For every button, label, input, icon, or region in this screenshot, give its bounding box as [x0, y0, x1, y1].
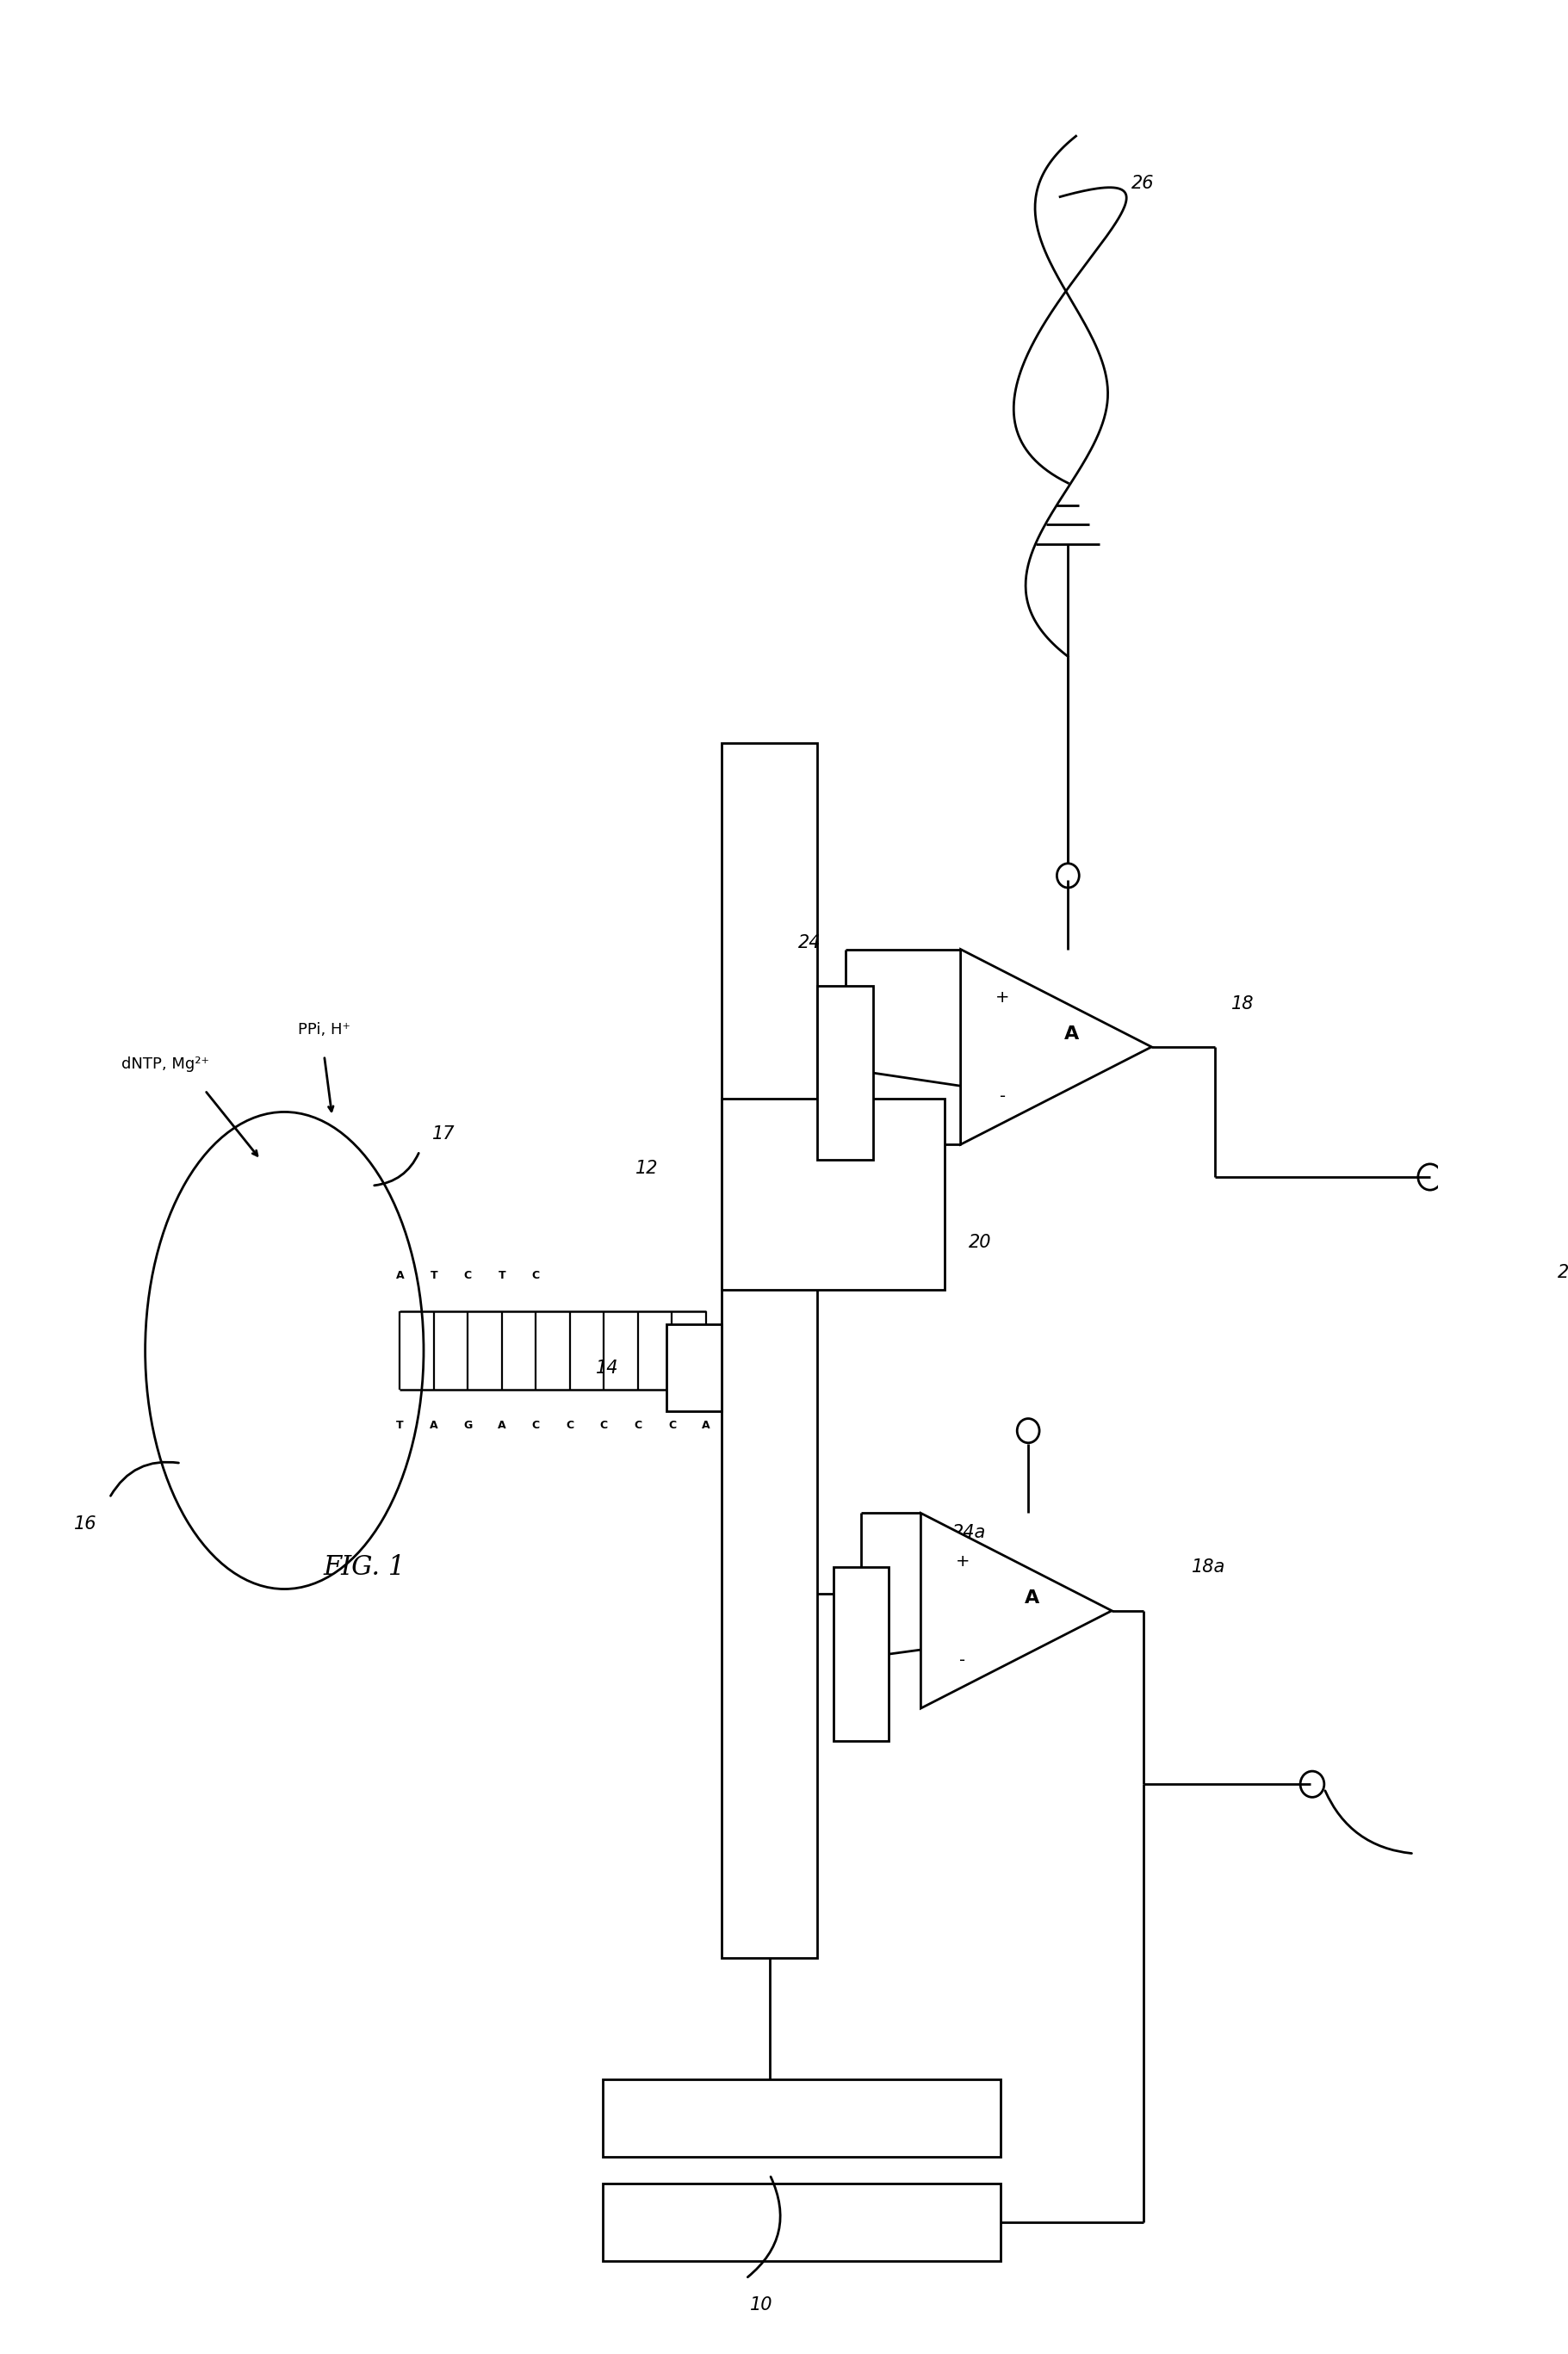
- Text: 24: 24: [798, 935, 822, 951]
- Text: -: -: [960, 1653, 966, 1669]
- Ellipse shape: [146, 1111, 423, 1589]
- Bar: [721, 744, 817, 1959]
- Text: 24a: 24a: [953, 1523, 986, 1542]
- Text: 10: 10: [751, 2295, 773, 2314]
- Polygon shape: [920, 1514, 1112, 1709]
- Text: C: C: [601, 1419, 608, 1431]
- Text: C: C: [566, 1419, 574, 1431]
- Bar: [817, 986, 873, 1161]
- Text: T: T: [430, 1269, 437, 1281]
- Text: C: C: [532, 1269, 539, 1281]
- Text: T: T: [397, 1419, 403, 1431]
- Text: C: C: [668, 1419, 676, 1431]
- Text: PPi, H⁺: PPi, H⁺: [298, 1022, 350, 1038]
- Text: 26: 26: [1132, 174, 1154, 193]
- Bar: [721, 1099, 944, 1290]
- Text: 12: 12: [635, 1161, 659, 1177]
- Text: +: +: [996, 989, 1010, 1005]
- Text: 14: 14: [596, 1358, 618, 1377]
- Text: 16: 16: [74, 1516, 97, 1532]
- Text: A: A: [1025, 1589, 1040, 1605]
- Text: FIG. 1: FIG. 1: [323, 1554, 405, 1580]
- Text: A: A: [702, 1419, 710, 1431]
- Text: A: A: [430, 1419, 437, 1431]
- Text: 17: 17: [433, 1125, 455, 1142]
- Text: T: T: [499, 1269, 505, 1281]
- Text: A: A: [395, 1269, 405, 1281]
- Text: C: C: [633, 1419, 641, 1431]
- Text: C: C: [532, 1419, 539, 1431]
- Text: 22: 22: [1557, 1264, 1568, 1281]
- Text: A: A: [497, 1419, 506, 1431]
- Text: A: A: [1065, 1026, 1079, 1043]
- Text: -: -: [999, 1088, 1005, 1104]
- Text: dNTP, Mg²⁺: dNTP, Mg²⁺: [121, 1057, 209, 1071]
- Text: G: G: [464, 1419, 472, 1431]
- Text: 20: 20: [969, 1233, 991, 1250]
- Bar: [602, 2182, 1000, 2262]
- Bar: [666, 1325, 721, 1410]
- Text: C: C: [464, 1269, 472, 1281]
- Bar: [602, 2079, 1000, 2156]
- Text: 18a: 18a: [1192, 1558, 1225, 1575]
- Bar: [833, 1568, 889, 1742]
- Polygon shape: [961, 949, 1151, 1144]
- Text: +: +: [955, 1554, 969, 1570]
- Text: 18: 18: [1231, 996, 1254, 1012]
